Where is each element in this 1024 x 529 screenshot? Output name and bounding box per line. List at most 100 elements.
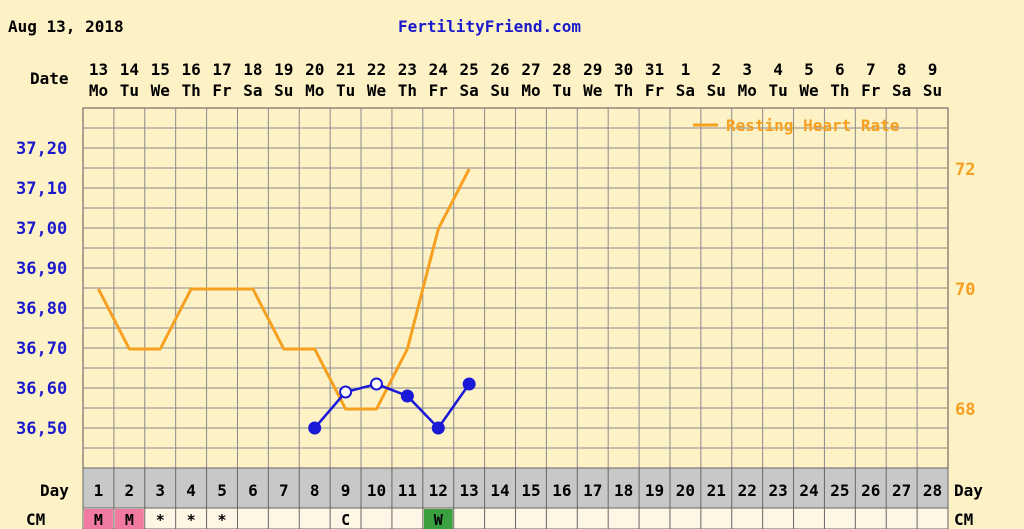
- cycle-day-label: 27: [892, 481, 911, 500]
- cm-cell: [423, 509, 453, 529]
- temp-tick-label: 36,70: [16, 339, 67, 359]
- date-label: 25: [460, 60, 479, 79]
- temp-tick-label: 37,10: [16, 179, 67, 199]
- cycle-day-label: 25: [830, 481, 849, 500]
- weekday-label: Th: [614, 81, 633, 100]
- weekday-label: Su: [274, 81, 293, 100]
- cycle-day-label: 7: [279, 481, 289, 500]
- weekday-label: Tu: [120, 81, 139, 100]
- cycle-day-label: 14: [490, 481, 509, 500]
- date-label: 6: [835, 60, 845, 79]
- cycle-day-label: 28: [923, 481, 942, 500]
- date-label: 14: [120, 60, 139, 79]
- temperature-point: [400, 389, 414, 403]
- weekday-label: We: [583, 81, 602, 100]
- weekday-label: Fr: [429, 81, 448, 100]
- hr-tick-label: 72: [955, 160, 975, 180]
- date-label: 26: [490, 60, 509, 79]
- chart-date: Aug 13, 2018: [8, 17, 124, 36]
- date-label: 16: [181, 60, 200, 79]
- weekday-label: Mo: [738, 81, 757, 100]
- temperature-line: [313, 382, 471, 430]
- date-label: 20: [305, 60, 324, 79]
- temp-tick-label: 36,80: [16, 299, 67, 319]
- cycle-day-label: 9: [341, 481, 351, 500]
- date-label: 8: [897, 60, 907, 79]
- weekday-label: Su: [707, 81, 726, 100]
- cm-row-label-right: CM: [954, 510, 973, 529]
- date-label: 21: [336, 60, 355, 79]
- weekday-label: Fr: [212, 81, 231, 100]
- weekday-label: Th: [830, 81, 849, 100]
- cycle-day-label: 21: [707, 481, 726, 500]
- cycle-day-label: 12: [429, 481, 448, 500]
- cm-value: C: [341, 511, 350, 529]
- cycle-day-label: 15: [521, 481, 540, 500]
- weekday-label: Th: [398, 81, 417, 100]
- date-label: 27: [521, 60, 540, 79]
- date-label: 5: [804, 60, 814, 79]
- temp-tick-label: 36,90: [16, 259, 67, 279]
- cm-cell: [114, 509, 144, 529]
- cycle-day-label: 8: [310, 481, 320, 500]
- cycle-day-label: 6: [248, 481, 258, 500]
- hr-tick-label: 70: [955, 280, 975, 300]
- date-label: 1: [681, 60, 691, 79]
- weekday-label: Sa: [243, 81, 262, 100]
- weekday-label: Mo: [521, 81, 540, 100]
- weekday-label: Th: [181, 81, 200, 100]
- date-label: 29: [583, 60, 602, 79]
- temp-tick-label: 37,00: [16, 219, 67, 239]
- day-row-label: Day: [40, 481, 69, 500]
- cycle-day-label: 2: [125, 481, 135, 500]
- weekday-label: Mo: [89, 81, 108, 100]
- date-label: 3: [742, 60, 752, 79]
- cycle-day-label: 22: [738, 481, 757, 500]
- cm-row-label: CM: [26, 510, 45, 529]
- hr-tick-label: 68: [955, 400, 975, 420]
- temperature-point: [431, 421, 445, 435]
- weekday-label: Su: [923, 81, 942, 100]
- cycle-day-label: 18: [614, 481, 633, 500]
- site-link[interactable]: FertilityFriend.com: [398, 17, 582, 36]
- temp-tick-label: 36,50: [16, 419, 67, 439]
- weekday-label: Fr: [645, 81, 664, 100]
- date-label: 24: [429, 60, 448, 79]
- cycle-day-label: 23: [768, 481, 787, 500]
- weekday-label: Tu: [552, 81, 571, 100]
- cycle-day-label: 20: [676, 481, 695, 500]
- date-label: 30: [614, 60, 633, 79]
- temp-tick-label: 37,20: [16, 139, 67, 159]
- weekday-label: Sa: [892, 81, 911, 100]
- temperature-point: [308, 421, 322, 435]
- legend-label: Resting Heart Rate: [726, 116, 899, 135]
- cm-cell: [84, 509, 113, 529]
- weekday-label: Sa: [460, 81, 479, 100]
- temperature-point: [369, 377, 383, 391]
- temperature-point: [339, 385, 353, 399]
- weekday-label: Tu: [336, 81, 355, 100]
- weekday-label: Mo: [305, 81, 324, 100]
- weekday-label: Su: [490, 81, 509, 100]
- weekday-label: We: [799, 81, 818, 100]
- weekday-label: Tu: [768, 81, 787, 100]
- date-row-label: Date: [30, 69, 69, 88]
- date-label: 17: [212, 60, 231, 79]
- cycle-day-label: 1: [94, 481, 104, 500]
- date-label: 23: [398, 60, 417, 79]
- weekday-label: Fr: [861, 81, 880, 100]
- cm-value: *: [156, 511, 165, 529]
- date-label: 19: [274, 60, 293, 79]
- date-label: 31: [645, 60, 664, 79]
- date-label: 18: [243, 60, 262, 79]
- date-label: 13: [89, 60, 108, 79]
- date-label: 15: [151, 60, 170, 79]
- cycle-day-label: 11: [398, 481, 417, 500]
- date-label: 7: [866, 60, 876, 79]
- date-label: 9: [928, 60, 938, 79]
- cycle-day-label: 10: [367, 481, 386, 500]
- weekday-label: We: [367, 81, 386, 100]
- cm-value: M: [94, 511, 103, 529]
